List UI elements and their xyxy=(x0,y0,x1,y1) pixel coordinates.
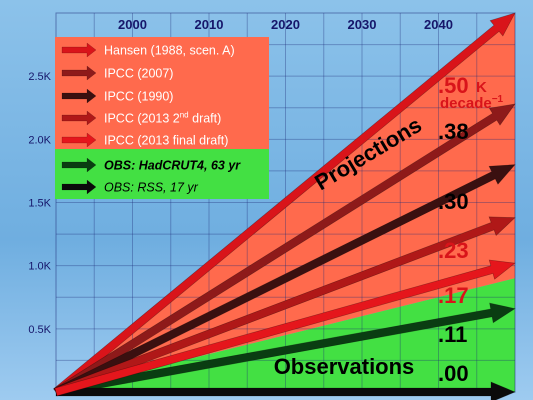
y-tick-label: 2.0K xyxy=(28,134,51,146)
legend-arrow-icon xyxy=(61,132,97,148)
legend-label: IPCC (2013 2nd draft) xyxy=(104,111,221,126)
series-arrow xyxy=(55,381,516,400)
legend-arrow-icon xyxy=(61,110,97,126)
rate-unit-decade: decade−1 xyxy=(440,94,504,112)
legend-arrow-icon xyxy=(61,88,97,104)
observations-label: Observations xyxy=(274,354,415,379)
legend-arrow-icon xyxy=(61,157,97,173)
x-tick-label: 2000 xyxy=(118,17,147,32)
legend-label: IPCC (2007) xyxy=(104,67,173,81)
x-tick-label: 2020 xyxy=(271,17,300,32)
legend-label: OBS: HadCRUT4, 63 yr xyxy=(104,159,241,173)
legend-label: OBS: RSS, 17 yr xyxy=(104,181,199,195)
legend-arrow-icon xyxy=(61,65,97,81)
legend-arrow-icon xyxy=(61,179,97,195)
x-tick-label: 2010 xyxy=(195,17,224,32)
series-arrow xyxy=(53,12,516,396)
legend-label: IPCC (2013 final draft) xyxy=(104,134,228,148)
y-tick-label: 1.0K xyxy=(28,261,51,273)
legend-label: IPCC (1990) xyxy=(104,90,173,104)
legend-label: Hansen (1988, scen. A) xyxy=(104,44,235,58)
series-arrow xyxy=(54,259,516,397)
rate-label: .17 xyxy=(438,283,469,308)
rate-label: .30 xyxy=(438,189,469,214)
series-arrows xyxy=(53,12,516,400)
rate-label: .23 xyxy=(438,238,469,263)
rate-label: .00 xyxy=(438,361,469,386)
legend-arrow-icon xyxy=(61,42,97,58)
x-tick-label: 2040 xyxy=(424,17,453,32)
series-arrow xyxy=(54,216,516,397)
rate-label: .50 xyxy=(438,73,469,98)
rate-label: .11 xyxy=(438,322,467,347)
rate-unit-k: K xyxy=(476,79,487,96)
series-arrow xyxy=(53,164,516,396)
x-tick-label: 2030 xyxy=(348,17,377,32)
y-axis-ticks: 0.5K 1.0K 1.5K 2.0K 2.5K xyxy=(28,71,51,336)
y-tick-label: 0.5K xyxy=(28,324,51,336)
y-tick-label: 1.5K xyxy=(28,198,51,210)
legend: Hansen (1988, scen. A) IPCC (2007) IPCC (1… xyxy=(61,42,241,195)
series-arrow xyxy=(53,103,516,396)
x-axis-ticks: 2000 2010 2020 2030 2040 xyxy=(118,17,453,32)
y-tick-label: 2.5K xyxy=(28,71,51,83)
rate-label: .38 xyxy=(438,119,469,144)
